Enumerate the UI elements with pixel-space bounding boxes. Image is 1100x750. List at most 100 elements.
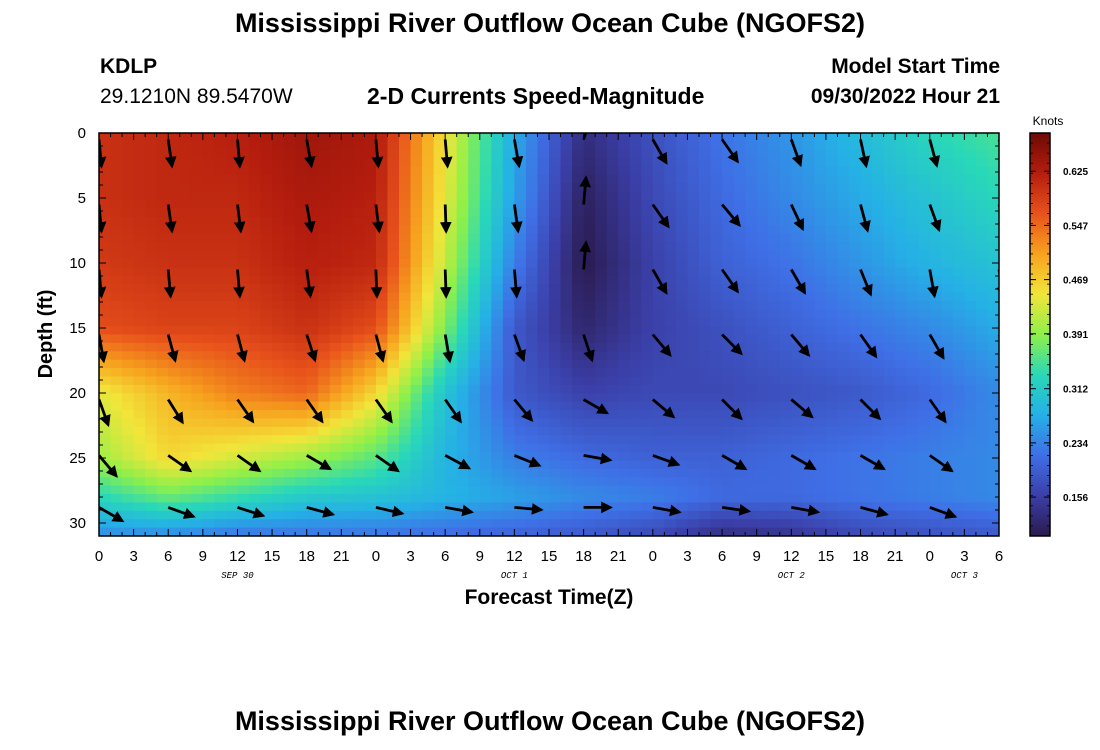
heatmap-cell bbox=[722, 326, 735, 336]
heatmap-cell bbox=[641, 317, 654, 327]
heatmap-cell bbox=[675, 334, 689, 344]
heatmap-cell bbox=[595, 141, 608, 151]
heatmap-cell bbox=[872, 250, 885, 260]
heatmap-cell bbox=[399, 317, 412, 327]
heatmap-cell bbox=[364, 342, 377, 352]
heatmap-cell bbox=[756, 225, 769, 235]
heatmap-cell bbox=[791, 510, 804, 520]
heatmap-cell bbox=[145, 443, 158, 453]
heatmap-cell bbox=[825, 351, 839, 361]
heatmap-cell bbox=[525, 208, 539, 218]
heatmap-cell bbox=[964, 384, 977, 394]
heatmap-cell bbox=[514, 384, 527, 394]
heatmap-cell bbox=[860, 384, 873, 394]
heatmap-cell bbox=[675, 342, 689, 352]
heatmap-cell bbox=[318, 401, 331, 411]
heatmap-cell bbox=[145, 216, 158, 226]
heatmap-cell bbox=[122, 166, 135, 176]
heatmap-cell bbox=[814, 216, 827, 226]
heatmap-cell bbox=[133, 275, 146, 285]
heatmap-cell bbox=[341, 342, 354, 352]
heatmap-cell bbox=[341, 250, 354, 260]
heatmap-cell bbox=[883, 359, 896, 369]
heatmap-cell bbox=[618, 208, 631, 218]
heatmap-cell bbox=[687, 410, 700, 420]
heatmap-cell bbox=[941, 191, 954, 201]
heatmap-cell bbox=[145, 368, 158, 378]
heatmap-cell bbox=[272, 410, 285, 420]
heatmap-cell bbox=[849, 166, 862, 176]
heatmap-cell bbox=[975, 334, 989, 344]
heatmap-cell bbox=[941, 149, 954, 159]
heatmap-cell bbox=[768, 275, 781, 285]
heatmap-cell bbox=[652, 317, 665, 327]
heatmap-cell bbox=[341, 359, 354, 369]
heatmap-cell bbox=[652, 292, 665, 302]
heatmap-cell bbox=[249, 233, 262, 243]
heatmap-cell bbox=[468, 519, 481, 529]
heatmap-cell bbox=[491, 527, 504, 536]
heatmap-cell bbox=[975, 426, 989, 436]
heatmap-cell bbox=[306, 208, 319, 218]
heatmap-cell bbox=[606, 393, 619, 403]
heatmap-cell bbox=[814, 267, 827, 277]
heatmap-cell bbox=[295, 275, 308, 285]
heatmap-cell bbox=[122, 376, 135, 386]
heatmap-cell bbox=[133, 208, 146, 218]
heatmap-cell bbox=[214, 166, 227, 176]
heatmap-cell bbox=[768, 435, 781, 445]
current-vector-arrow bbox=[166, 334, 179, 363]
heatmap-cell bbox=[341, 258, 354, 268]
heatmap-cell bbox=[260, 275, 273, 285]
heatmap-cell bbox=[399, 284, 412, 294]
heatmap-cell bbox=[756, 519, 769, 529]
heatmap-cell bbox=[675, 242, 689, 252]
heatmap-cell bbox=[110, 418, 123, 428]
heatmap-cell bbox=[249, 334, 262, 344]
heatmap-cell bbox=[791, 208, 804, 218]
station-coordinates: 29.1210N 89.5470W bbox=[100, 85, 293, 108]
heatmap-cell bbox=[514, 368, 527, 378]
heatmap-cell bbox=[237, 368, 250, 378]
heatmap-cell bbox=[629, 368, 642, 378]
heatmap-cell bbox=[502, 216, 515, 226]
heatmap-cell bbox=[872, 267, 885, 277]
heatmap-cell bbox=[433, 233, 446, 243]
heatmap-cell bbox=[687, 149, 700, 159]
heatmap-cell bbox=[664, 200, 677, 210]
heatmap-cell bbox=[895, 426, 908, 436]
heatmap-cell bbox=[329, 426, 342, 436]
heatmap-cell bbox=[191, 174, 204, 184]
x-tick-label: 12 bbox=[506, 548, 523, 565]
heatmap-cell bbox=[768, 225, 781, 235]
heatmap-cell bbox=[906, 435, 919, 445]
heatmap-cell bbox=[375, 149, 389, 159]
heatmap-cell bbox=[445, 250, 458, 260]
heatmap-cell bbox=[906, 300, 919, 310]
heatmap-cell bbox=[156, 368, 169, 378]
heatmap-cell bbox=[364, 502, 377, 512]
heatmap-cell bbox=[687, 158, 700, 168]
heatmap-cell bbox=[733, 494, 746, 504]
heatmap-cell bbox=[802, 527, 815, 536]
heatmap-cell bbox=[987, 410, 999, 420]
heatmap-cell bbox=[825, 494, 839, 504]
heatmap-cell bbox=[687, 166, 700, 176]
heatmap-cell bbox=[491, 216, 504, 226]
heatmap-cell bbox=[260, 502, 273, 512]
heatmap-cell bbox=[583, 384, 596, 394]
heatmap-cell bbox=[583, 149, 596, 159]
heatmap-cell bbox=[606, 300, 619, 310]
heatmap-cell bbox=[99, 452, 112, 462]
heatmap-cell bbox=[145, 334, 158, 344]
heatmap-cell bbox=[341, 468, 354, 478]
heatmap-cell bbox=[295, 233, 308, 243]
heatmap-cell bbox=[295, 166, 308, 176]
heatmap-cell bbox=[410, 485, 423, 495]
heatmap-cell bbox=[375, 519, 389, 529]
heatmap-cell bbox=[675, 384, 689, 394]
heatmap-cell bbox=[468, 317, 481, 327]
heatmap-cell bbox=[791, 460, 804, 470]
heatmap-cell bbox=[272, 359, 285, 369]
station-id: KDLP bbox=[100, 55, 158, 78]
